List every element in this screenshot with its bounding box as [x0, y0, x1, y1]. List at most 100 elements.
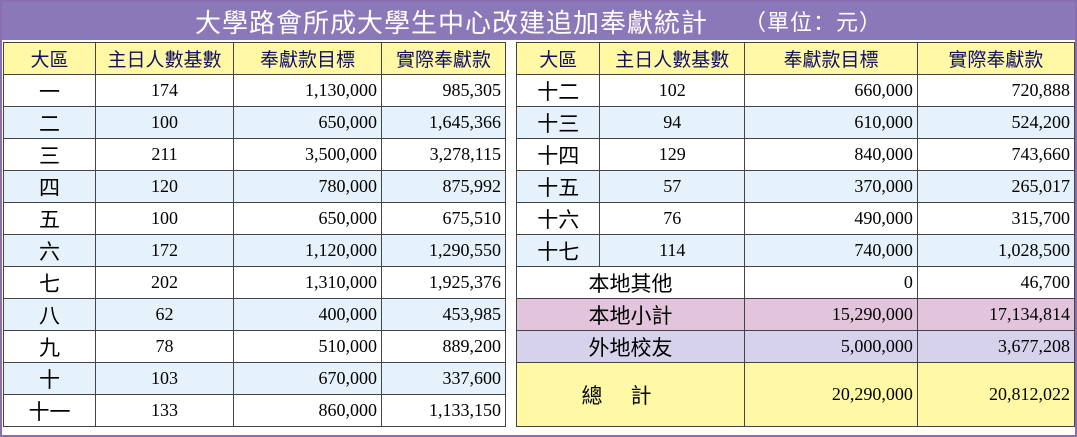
- actual-cell: 1,645,366: [381, 106, 506, 139]
- alumni-label: 外地校友: [515, 330, 746, 363]
- count-cell: 133: [95, 394, 234, 427]
- district-cell: 四: [3, 170, 96, 203]
- total-target: 20,290,000: [744, 362, 918, 427]
- local-subtotal-row: 本地小計 15,290,000 17,134,814: [515, 298, 1076, 331]
- count-cell: 78: [95, 330, 234, 363]
- header-count: 主日人數基數: [95, 42, 234, 75]
- local-other-target: 0: [744, 266, 918, 299]
- target-cell: 1,310,000: [233, 266, 382, 299]
- table-row: 十一 133 860,000 1,133,150: [3, 394, 506, 427]
- left-table: 大區 主日人數基數 奉獻款目標 實際奉獻款 一 174 1,130,000 98…: [3, 42, 506, 427]
- district-cell: 六: [3, 234, 96, 267]
- table-row: 八 62 400,000 453,985: [3, 298, 506, 331]
- count-cell: 103: [95, 362, 234, 395]
- actual-cell: 315,700: [916, 202, 1076, 235]
- alumni-actual: 3,677,208: [916, 330, 1076, 363]
- target-cell: 400,000: [233, 298, 382, 331]
- count-cell: 102: [599, 74, 746, 107]
- actual-cell: 3,278,115: [381, 138, 506, 171]
- table-row: 十二 102 660,000 720,888: [515, 74, 1076, 107]
- title-bar: 大學路會所成大學生中心改建追加奉獻統計 （單位：元）: [2, 2, 1075, 40]
- local-other-row: 本地其他 0 46,700: [515, 266, 1076, 299]
- table-row: 一 174 1,130,000 985,305: [3, 74, 506, 107]
- right-table: 大區 主日人數基數 奉獻款目標 實際奉獻款 十二 102 660,000 720…: [515, 42, 1076, 427]
- local-subtotal-target: 15,290,000: [744, 298, 918, 331]
- table-row: 七 202 1,310,000 1,925,376: [3, 266, 506, 299]
- target-cell: 740,000: [744, 234, 918, 267]
- table-row: 十五 57 370,000 265,017: [515, 170, 1076, 203]
- local-other-label: 本地其他: [515, 266, 746, 299]
- district-cell: 十二: [515, 74, 601, 107]
- local-subtotal-actual: 17,134,814: [916, 298, 1076, 331]
- table-row: 二 100 650,000 1,645,366: [3, 106, 506, 139]
- actual-cell: 720,888: [916, 74, 1076, 107]
- district-cell: 三: [3, 138, 96, 171]
- left-header-row: 大區 主日人數基數 奉獻款目標 實際奉獻款: [3, 42, 506, 75]
- table-row: 十六 76 490,000 315,700: [515, 202, 1076, 235]
- count-cell: 94: [599, 106, 746, 139]
- local-subtotal-label: 本地小計: [515, 298, 746, 331]
- right-header-row: 大區 主日人數基數 奉獻款目標 實際奉獻款: [515, 42, 1076, 75]
- target-cell: 840,000: [744, 138, 918, 171]
- table-row: 五 100 650,000 675,510: [3, 202, 506, 235]
- table-row: 十四 129 840,000 743,660: [515, 138, 1076, 171]
- count-cell: 202: [95, 266, 234, 299]
- target-cell: 510,000: [233, 330, 382, 363]
- header-district: 大區: [3, 42, 96, 75]
- actual-cell: 1,028,500: [916, 234, 1076, 267]
- sheet-title: 大學路會所成大學生中心改建追加奉獻統計: [194, 8, 708, 39]
- target-cell: 780,000: [233, 170, 382, 203]
- target-cell: 670,000: [233, 362, 382, 395]
- actual-cell: 1,925,376: [381, 266, 506, 299]
- alumni-target: 5,000,000: [744, 330, 918, 363]
- table-row: 三 211 3,500,000 3,278,115: [3, 138, 506, 171]
- actual-cell: 875,992: [381, 170, 506, 203]
- count-cell: 62: [95, 298, 234, 331]
- count-cell: 211: [95, 138, 234, 171]
- table-row: 十 103 670,000 337,600: [3, 362, 506, 395]
- target-cell: 650,000: [233, 202, 382, 235]
- district-cell: 七: [3, 266, 96, 299]
- actual-cell: 265,017: [916, 170, 1076, 203]
- count-cell: 129: [599, 138, 746, 171]
- header-target: 奉獻款目標: [744, 42, 918, 75]
- actual-cell: 524,200: [916, 106, 1076, 139]
- target-cell: 860,000: [233, 394, 382, 427]
- target-cell: 370,000: [744, 170, 918, 203]
- table-row: 四 120 780,000 875,992: [3, 170, 506, 203]
- header-actual: 實際奉獻款: [916, 42, 1076, 75]
- actual-cell: 337,600: [381, 362, 506, 395]
- alumni-row: 外地校友 5,000,000 3,677,208: [515, 330, 1076, 363]
- unit-label: （單位：元）: [744, 11, 883, 36]
- header-actual: 實際奉獻款: [381, 42, 506, 75]
- district-cell: 十三: [515, 106, 601, 139]
- district-cell: 八: [3, 298, 96, 331]
- district-cell: 十四: [515, 138, 601, 171]
- local-other-actual: 46,700: [916, 266, 1076, 299]
- target-cell: 1,130,000: [233, 74, 382, 107]
- target-cell: 660,000: [744, 74, 918, 107]
- table-row: 九 78 510,000 889,200: [3, 330, 506, 363]
- district-cell: 十六: [515, 202, 601, 235]
- target-cell: 1,120,000: [233, 234, 382, 267]
- total-row: 總計 20,290,000 20,812,022: [515, 362, 1076, 427]
- actual-cell: 453,985: [381, 298, 506, 331]
- district-cell: 九: [3, 330, 96, 363]
- count-cell: 57: [599, 170, 746, 203]
- table-row: 十七 114 740,000 1,028,500: [515, 234, 1076, 267]
- actual-cell: 675,510: [381, 202, 506, 235]
- target-cell: 3,500,000: [233, 138, 382, 171]
- total-actual: 20,812,022: [916, 362, 1076, 427]
- target-cell: 610,000: [744, 106, 918, 139]
- actual-cell: 743,660: [916, 138, 1076, 171]
- actual-cell: 985,305: [381, 74, 506, 107]
- count-cell: 114: [599, 234, 746, 267]
- count-cell: 172: [95, 234, 234, 267]
- district-cell: 二: [3, 106, 96, 139]
- header-district: 大區: [515, 42, 601, 75]
- district-cell: 十一: [3, 394, 96, 427]
- target-cell: 490,000: [744, 202, 918, 235]
- count-cell: 120: [95, 170, 234, 203]
- count-cell: 100: [95, 106, 234, 139]
